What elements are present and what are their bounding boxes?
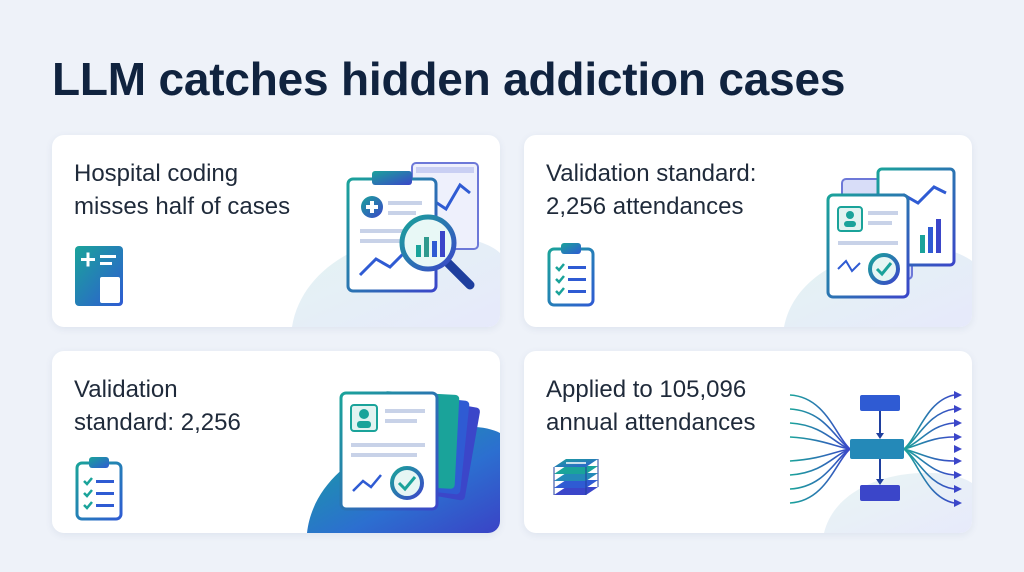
card-decor-blob	[824, 472, 972, 533]
card-text: Validation standard: 2,256 attendances	[546, 160, 757, 220]
records-stack-illustration	[826, 167, 956, 299]
clipboard-checklist-icon	[547, 243, 595, 307]
card-hospital-coding: Hospital coding misses half of cases	[52, 135, 500, 327]
card-text: Hospital coding misses half of cases	[74, 160, 291, 220]
medical-chart-icon	[75, 246, 123, 306]
card-applied-annual: Applied to 105,096 annual attendances	[524, 351, 972, 533]
flow-network-illustration	[789, 391, 962, 507]
clipboard-checklist-icon	[75, 457, 123, 521]
stacked-records-icon	[553, 459, 599, 495]
card-text: Applied to 105,096 annual attendances	[546, 376, 756, 436]
records-fan-illustration	[339, 391, 480, 511]
card-validation-standard: Validation standard: 2,256	[52, 351, 500, 533]
document-magnifier-illustration	[346, 162, 479, 293]
page-title: LLM catches hidden addiction cases	[52, 53, 846, 105]
card-text: Validation standard: 2,256	[74, 376, 241, 436]
card-validation-attendances: Validation standard: 2,256 attendances	[524, 135, 972, 327]
